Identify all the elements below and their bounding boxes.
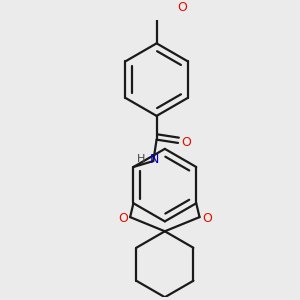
Text: O: O [181, 136, 191, 149]
Text: H: H [136, 154, 145, 164]
Text: O: O [202, 212, 212, 225]
Text: O: O [118, 212, 128, 225]
Text: O: O [177, 1, 187, 13]
Text: N: N [149, 153, 159, 166]
